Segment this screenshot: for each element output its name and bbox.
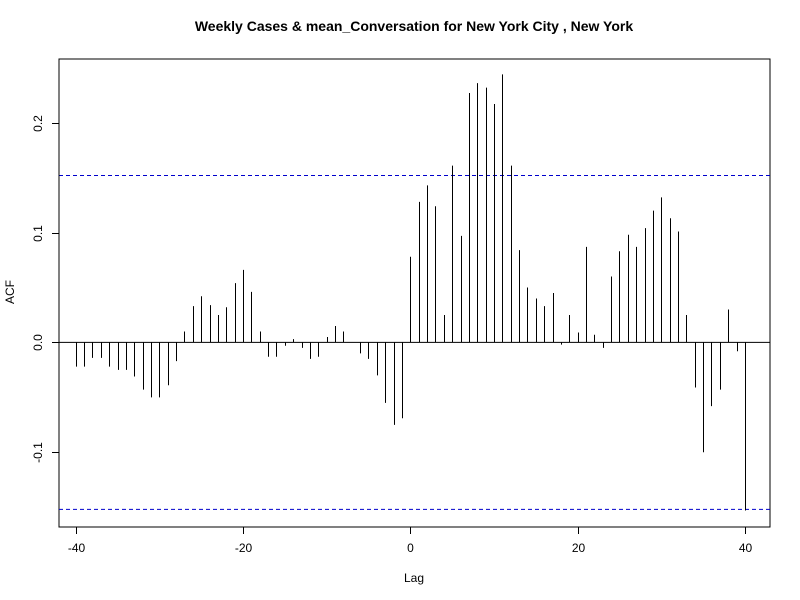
x-tick-label: 20 [572,541,586,555]
y-tick-label: 0.2 [31,115,45,132]
x-tick-label: 40 [739,541,753,555]
y-tick-label: 0.0 [31,334,45,351]
y-axis-label: ACF [3,280,17,304]
x-tick-label: -20 [235,541,253,555]
y-tick-label: -0.1 [31,442,45,463]
chart-marks: -40 -20 0 20 40 -0.1 0.0 0.1 0.2 [31,74,770,555]
x-tick-label: 0 [407,541,414,555]
y-tick-label: 0.1 [31,225,45,242]
x-axis-label: Lag [404,571,424,585]
plot-frame [58,58,771,528]
chart-title: Weekly Cases & mean_Conversation for New… [195,18,634,34]
x-tick-label: -40 [68,541,86,555]
